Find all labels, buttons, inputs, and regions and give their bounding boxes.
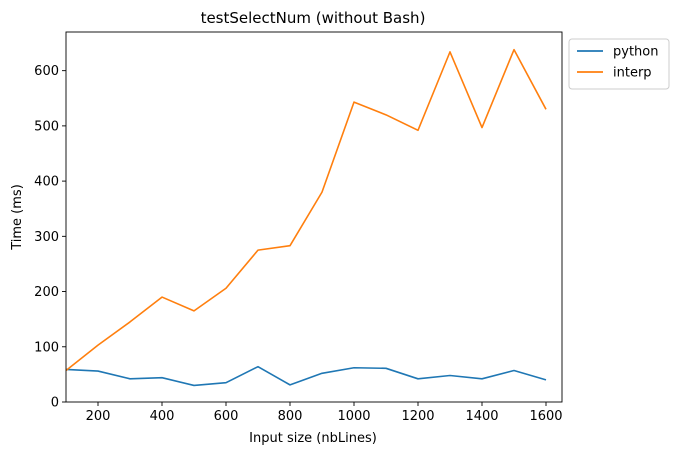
y-tick-label: 100 — [34, 340, 59, 355]
legend-label-python: python — [613, 45, 658, 60]
y-tick-label: 200 — [34, 285, 59, 300]
x-tick-label: 600 — [214, 409, 239, 424]
x-tick-label: 800 — [278, 409, 303, 424]
y-tick-label: 0 — [51, 396, 59, 411]
x-tick-label: 1000 — [337, 409, 370, 424]
series-line-interp — [66, 48, 547, 372]
y-tick-label: 400 — [34, 175, 59, 190]
chart-title: testSelectNum (without Bash) — [201, 9, 426, 27]
y-axis-label: Time (ms) — [10, 184, 25, 251]
x-tick-label: 1200 — [401, 409, 434, 424]
series-line-python — [66, 365, 547, 387]
y-tick-label: 300 — [34, 230, 59, 245]
series-group — [66, 48, 547, 387]
plot-area: 200 400 600 800 1000 1200 1400 1600 0 100 200 300 40… — [34, 31, 563, 424]
legend-label-interp: interp — [613, 66, 652, 81]
y-tick-label: 500 — [34, 119, 59, 134]
y-tick-label: 600 — [34, 64, 59, 79]
x-axis-label: Input size (nbLines) — [249, 431, 377, 446]
x-tick-label: 1600 — [529, 409, 562, 424]
x-tick-label: 400 — [150, 409, 175, 424]
legend: python interp — [568, 38, 670, 90]
axes-frame — [65, 31, 563, 403]
x-tick-label: 200 — [86, 409, 111, 424]
x-tick-label: 1400 — [465, 409, 498, 424]
